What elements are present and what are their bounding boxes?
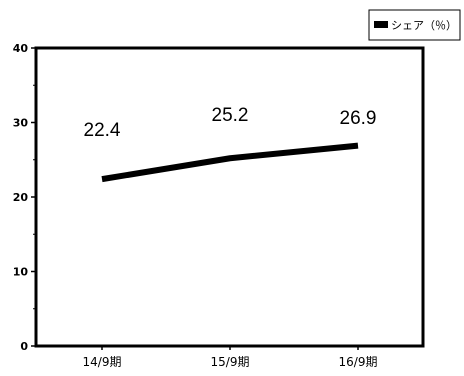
series-share xyxy=(101,142,359,183)
legend-label: シェア（％） xyxy=(391,19,457,32)
x-tick-label-1: 15/9期 xyxy=(211,355,250,369)
y-tick-label-2: 20 xyxy=(13,191,29,204)
y-tick-label-0: 0 xyxy=(20,340,28,353)
y-tick-label-1: 10 xyxy=(13,266,29,279)
x-tick-label-0: 14/9期 xyxy=(83,355,122,369)
data-label-1: 25.2 xyxy=(212,105,249,126)
y-axis: 0 10 20 30 40 xyxy=(13,42,36,353)
y-tick-label-3: 30 xyxy=(13,117,29,130)
legend-swatch xyxy=(374,21,388,28)
data-label-2: 26.9 xyxy=(340,108,377,129)
x-tick-label-2: 16/9期 xyxy=(339,355,378,369)
legend: シェア（％） xyxy=(368,9,461,41)
x-axis: 14/9期 15/9期 16/9期 xyxy=(83,346,378,369)
plot-area xyxy=(34,46,425,348)
data-labels: 22.4 25.2 26.9 xyxy=(84,105,377,141)
data-label-0: 22.4 xyxy=(84,120,121,141)
y-tick-label-4: 40 xyxy=(13,42,29,55)
